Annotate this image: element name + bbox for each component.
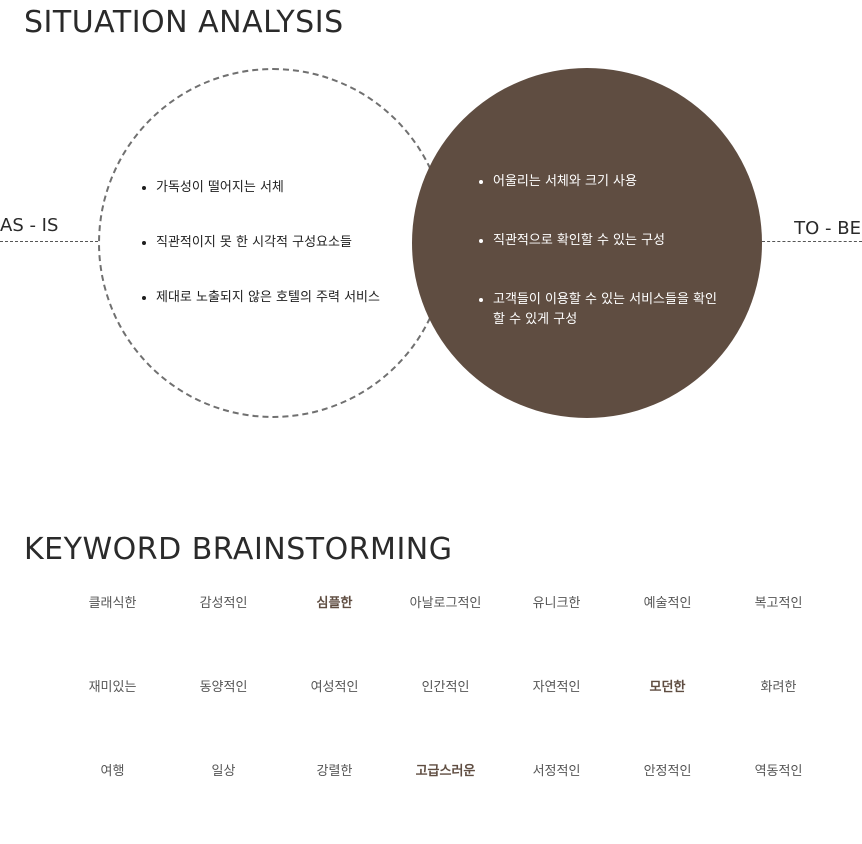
- keyword: 여행: [100, 764, 125, 779]
- to-be-label: TO - BE: [794, 218, 861, 239]
- to-be-circle: [412, 68, 762, 418]
- situation-analysis-title: SITUATION ANALYSIS: [24, 5, 344, 40]
- to-be-item: 어울리는 서체와 크기 사용: [479, 172, 723, 192]
- keyword-row: 재미있는 동양적인 여성적인 인간적인 자연적인 모던한 화려한: [57, 676, 834, 760]
- keyword-brainstorming-title: KEYWORD BRAINSTORMING: [24, 532, 453, 567]
- keyword: 동양적인: [199, 680, 248, 695]
- to-be-list: 어울리는 서체와 크기 사용 직관적으로 확인할 수 있는 구성 고객들이 이용…: [479, 172, 723, 369]
- to-be-connector-line: [762, 241, 862, 242]
- keyword: 여성적인: [310, 680, 359, 695]
- as-is-connector-line: [0, 241, 98, 242]
- as-is-label: AS - IS: [0, 215, 59, 236]
- keyword-highlighted: 모던한: [649, 680, 686, 695]
- keyword: 클래식한: [88, 596, 137, 611]
- keyword: 서정적인: [532, 764, 581, 779]
- keyword: 일상: [211, 764, 236, 779]
- keyword-highlighted: 심플한: [316, 596, 353, 611]
- keyword: 자연적인: [532, 680, 581, 695]
- as-is-item: 가독성이 떨어지는 서체: [142, 178, 380, 198]
- to-be-item: 고객들이 이용할 수 있는 서비스들을 확인할 수 있게 구성: [479, 290, 723, 330]
- keyword-row: 클래식한 감성적인 심플한 아날로그적인 유니크한 예술적인 복고적인: [57, 592, 834, 676]
- as-is-item: 직관적이지 못 한 시각적 구성요소들: [142, 233, 380, 253]
- keyword: 복고적인: [754, 596, 803, 611]
- keyword: 감성적인: [199, 596, 248, 611]
- as-is-list: 가독성이 떨어지는 서체 직관적이지 못 한 시각적 구성요소들 제대로 노출되…: [142, 178, 380, 343]
- keyword: 역동적인: [754, 764, 803, 779]
- keyword: 아날로그적인: [409, 596, 482, 611]
- keyword: 안정적인: [643, 764, 692, 779]
- keyword-highlighted: 고급스러운: [415, 764, 476, 779]
- to-be-item: 직관적으로 확인할 수 있는 구성: [479, 231, 723, 251]
- keyword: 유니크한: [532, 596, 581, 611]
- keyword: 화려한: [760, 680, 797, 695]
- as-is-item: 제대로 노출되지 않은 호텔의 주력 서비스: [142, 288, 380, 308]
- keyword: 예술적인: [643, 596, 692, 611]
- keyword: 재미있는: [88, 680, 137, 695]
- keyword: 인간적인: [421, 680, 470, 695]
- keyword-row: 여행 일상 강렬한 고급스러운 서정적인 안정적인 역동적인: [57, 760, 834, 844]
- keyword: 강렬한: [316, 764, 353, 779]
